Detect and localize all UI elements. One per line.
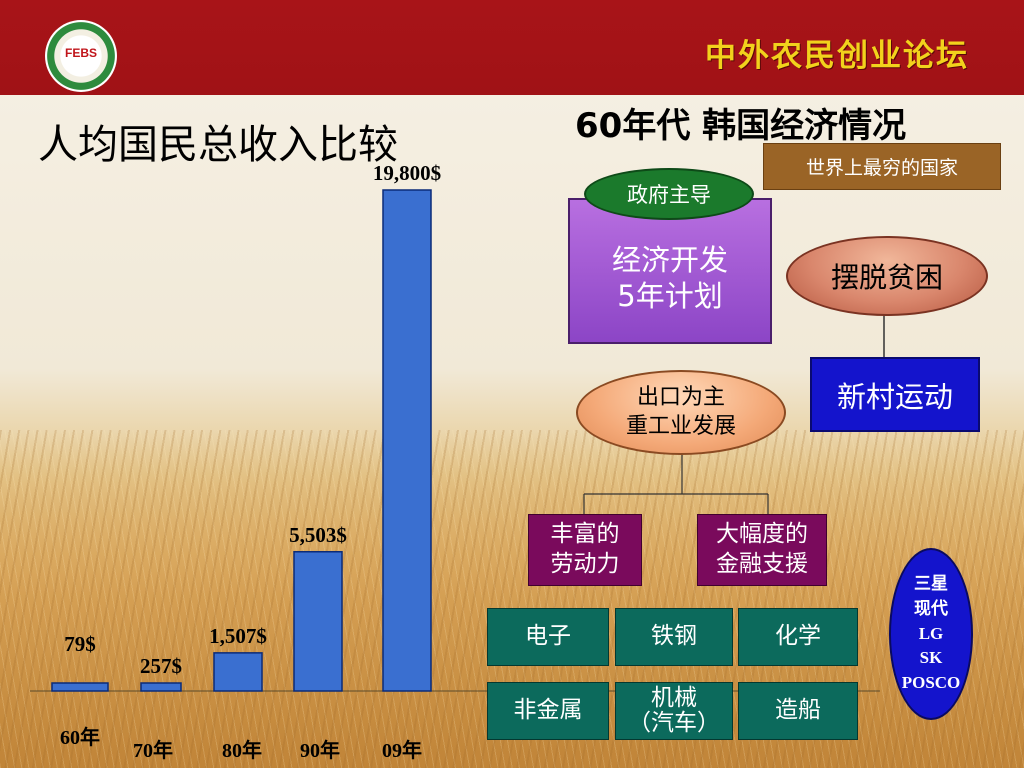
value-label: 5,503$ [289, 523, 347, 547]
chart-title: 人均国民总收入比较 [38, 122, 398, 168]
category-label: 70年 [133, 738, 173, 762]
chaebol-hyundai: 现代 [914, 599, 948, 619]
labor-line2: 劳动力 [550, 551, 620, 577]
government-led-oval: 政府主导 [584, 168, 754, 220]
econ-plan-line2: 5年计划 [617, 279, 723, 313]
category-label-group: 60年 70年 80年 90年 09年 [60, 725, 422, 762]
industry-nonmetal: 非金属 [487, 682, 609, 740]
export-oval: 出口为主 重工业发展 [576, 370, 786, 455]
category-label: 80年 [222, 738, 262, 762]
chaebol-lg: LG [918, 623, 944, 643]
export-line1: 出口为主 [636, 384, 725, 410]
industry-electronics: 电子 [487, 608, 609, 666]
industry-machinery: 机械 （汽车） [615, 682, 733, 740]
finance-line2: 金融支援 [716, 551, 808, 577]
labor-line1: 丰富的 [550, 521, 620, 548]
finance-line1: 大幅度的 [716, 521, 808, 548]
escape-poverty-oval: 摆脱贫困 [786, 236, 988, 316]
category-label: 60年 [60, 725, 100, 749]
finance-box: 大幅度的 金融支援 [697, 514, 827, 586]
value-label: 79$ [64, 632, 96, 656]
econ-plan-line1: 经济开发 [611, 242, 728, 277]
bar-70年 [140, 682, 182, 692]
value-label: 257$ [140, 654, 182, 678]
value-label: 19,800$ [373, 161, 441, 185]
chaebol-sk: SK [919, 648, 943, 668]
chaebol-oval: 三星 现代 LG SK POSCO [889, 548, 973, 720]
logo-text: FEBS [64, 46, 97, 60]
febs-logo-icon: FEBS [45, 20, 117, 92]
header-bar: FEBS 中外农民创业论坛 [0, 0, 1024, 95]
poorest-country-box: 世界上最穷的国家 [763, 143, 1001, 190]
brand-title: 中外农民创业论坛 [705, 38, 969, 74]
new-village-box: 新村运动 [810, 357, 980, 432]
industry-shipbuilding: 造船 [738, 682, 858, 740]
bar-group [51, 189, 432, 692]
export-line2: 重工业发展 [625, 413, 736, 439]
industry-steel: 铁钢 [615, 608, 733, 666]
diagram-title: 60年代 韩国经济情况 [575, 106, 907, 146]
bar-90年 [293, 551, 343, 692]
category-label: 09年 [382, 738, 422, 762]
bar-80年 [213, 652, 263, 692]
value-label-group: 79$ 257$ 1,507$ 5,503$ 19,800$ [64, 161, 441, 678]
bar-09年 [382, 189, 432, 692]
industry-machinery-line2: （汽车） [628, 710, 720, 736]
chaebol-samsung: 三星 [914, 574, 948, 594]
econ-plan-box: 经济开发 5年计划 [568, 198, 772, 344]
labor-box: 丰富的 劳动力 [528, 514, 642, 586]
chaebol-posco: POSCO [901, 672, 961, 692]
bar-60年 [51, 682, 109, 692]
industry-machinery-line1: 机械 [651, 684, 697, 711]
category-label: 90年 [300, 738, 340, 762]
value-label: 1,507$ [209, 624, 267, 648]
industry-chemical: 化学 [738, 608, 858, 666]
